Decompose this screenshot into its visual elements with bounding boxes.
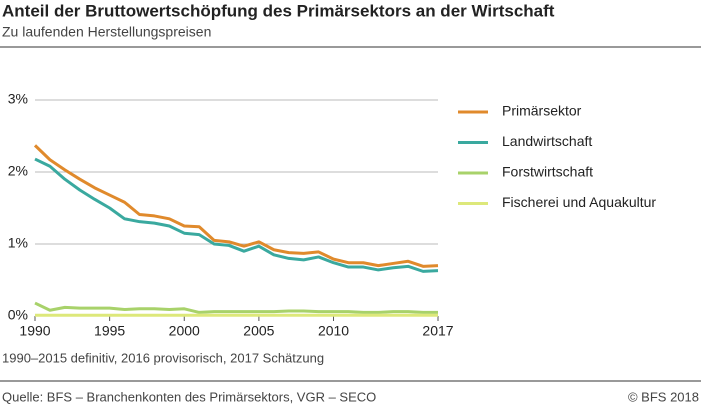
x-tick-label: 2010 [318,323,349,339]
x-tick-label: 2005 [243,323,274,339]
line [34,301,438,314]
x-tick-label: 2017 [422,323,453,339]
legend-label: Fischerei und Aquakultur [502,194,656,210]
y-tick-label: 2% [8,163,28,179]
copyright: © BFS 2018 [628,389,699,404]
line [34,157,439,273]
line [33,144,439,268]
note: 1990–2015 definitiv, 2016 provisorisch, … [2,350,324,365]
chart-subtitle: Zu laufenden Herstellungspreisen [2,24,211,40]
y-tick-label: 0% [8,307,28,323]
legend-label: Forstwirtschaft [502,164,593,180]
x-tick-label: 1995 [94,323,125,339]
source: Quelle: BFS – Branchenkonten des Primärs… [2,389,376,404]
x-tick-label: 2000 [169,323,200,339]
y-tick-label: 1% [8,235,28,251]
y-tick-label: 3% [8,91,28,107]
chart-title: Anteil der Bruttowertschöpfung des Primä… [2,1,555,20]
legend-label: Landwirtschaft [502,133,592,149]
x-tick-label: 1990 [19,323,50,339]
legend-label: Primärsektor [502,103,582,119]
